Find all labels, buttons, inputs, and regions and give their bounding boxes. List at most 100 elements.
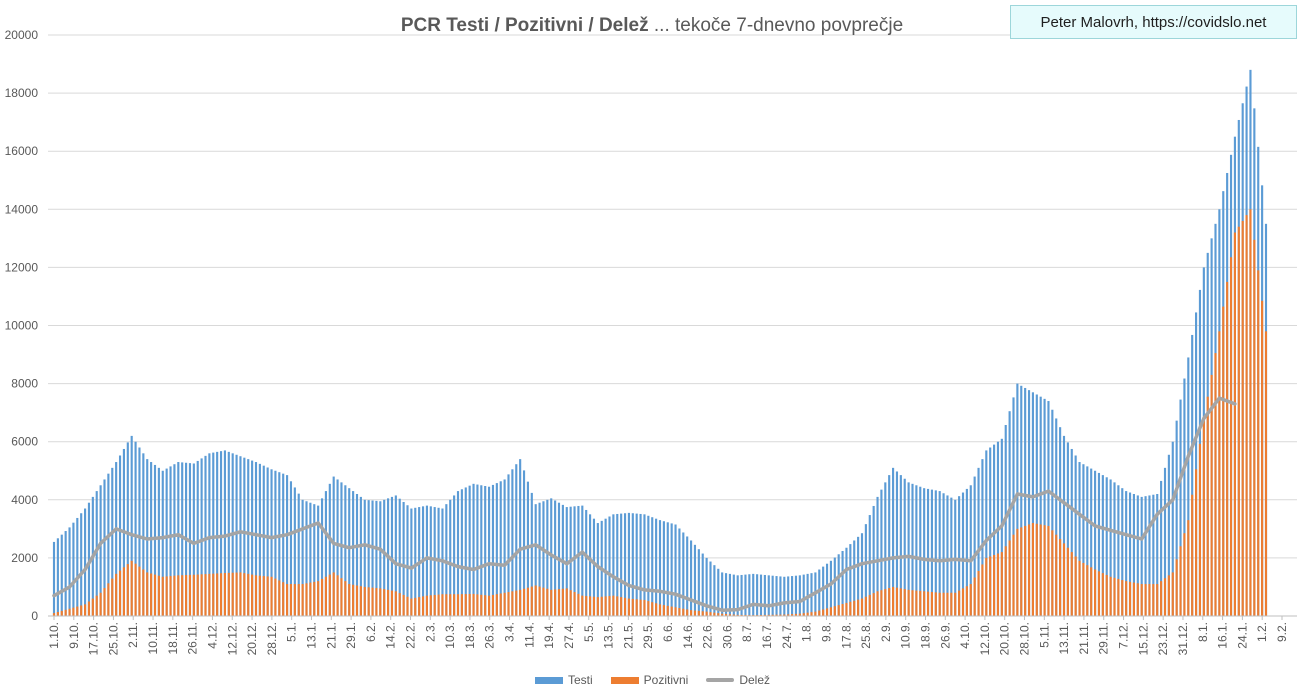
bar-pozitivni <box>1144 584 1147 616</box>
bar-pozitivni <box>348 584 351 616</box>
bar-pozitivni <box>596 597 599 616</box>
x-tick-label: 21.5. <box>621 622 635 649</box>
point-delez <box>534 543 538 547</box>
bar-pozitivni <box>868 594 871 616</box>
y-tick-label: 2000 <box>11 551 38 565</box>
bar-testi <box>495 483 498 616</box>
bar-testi <box>767 575 770 616</box>
point-delez <box>52 594 56 598</box>
bar-testi <box>414 507 417 616</box>
bar-pozitivni <box>981 564 984 616</box>
bar-pozitivni <box>56 612 59 616</box>
point-delez <box>487 562 491 566</box>
bar-testi <box>130 435 133 616</box>
x-tick-label: 20.12. <box>245 622 259 655</box>
bar-testi <box>1090 468 1093 616</box>
bar-pozitivni <box>926 591 930 616</box>
point-delez <box>1000 524 1004 528</box>
bar-testi <box>522 470 526 616</box>
bar-testi <box>1136 495 1139 616</box>
bar-pozitivni <box>631 598 634 616</box>
x-tick-label: 21.11. <box>1077 622 1091 654</box>
bar-pozitivni <box>126 564 129 616</box>
bar-testi <box>352 491 355 616</box>
bar-pozitivni <box>849 601 852 616</box>
bar-testi <box>363 499 366 616</box>
bar-pozitivni <box>1148 584 1151 616</box>
bar-pozitivni <box>573 592 576 616</box>
bar-pozitivni <box>495 594 498 616</box>
bar-testi <box>682 532 685 616</box>
legend-label-pozitivni: Pozitivni <box>643 673 689 687</box>
bar-testi <box>177 462 180 616</box>
bar-pozitivni <box>247 573 250 616</box>
bar-testi <box>80 513 83 616</box>
x-tick-label: 13.11. <box>1057 622 1071 654</box>
bar-pozitivni <box>122 567 125 616</box>
bar-testi <box>1047 401 1050 616</box>
bar-pozitivni <box>185 575 188 616</box>
bar-testi <box>1148 495 1151 616</box>
bar-testi <box>961 492 965 616</box>
x-tick-label: 29.1. <box>344 622 358 649</box>
bar-pozitivni <box>1047 525 1050 616</box>
point-delez <box>316 521 320 525</box>
bar-pozitivni <box>600 596 603 616</box>
bar-pozitivni <box>783 614 786 616</box>
bar-pozitivni <box>418 597 421 616</box>
point-delez <box>1124 533 1128 537</box>
bar-testi <box>798 575 801 616</box>
bar-pozitivni <box>367 587 370 616</box>
bar-pozitivni <box>884 589 887 616</box>
bar-pozitivni <box>437 594 440 616</box>
bar-pozitivni <box>577 593 580 616</box>
bar-testi <box>460 489 463 616</box>
bar-pozitivni <box>965 586 968 616</box>
bar-pozitivni <box>223 573 226 616</box>
point-delez <box>394 562 398 566</box>
bar-pozitivni <box>445 594 448 616</box>
bar-pozitivni <box>1229 257 1233 616</box>
x-tick-label: 29.11. <box>1097 622 1111 654</box>
point-delez <box>145 537 149 541</box>
point-delez <box>1217 396 1221 400</box>
bar-pozitivni <box>165 576 168 616</box>
bar-pozitivni <box>468 593 471 616</box>
bar-testi <box>825 563 829 616</box>
bar-pozitivni <box>1113 577 1116 616</box>
bar-pozitivni <box>328 574 331 616</box>
bar-testi <box>286 475 289 616</box>
x-tick-label: 2.9. <box>879 622 893 642</box>
point-delez <box>1155 512 1159 516</box>
bar-testi <box>651 517 654 616</box>
x-tick-label: 13.5. <box>602 622 616 649</box>
bar-testi <box>919 486 922 616</box>
bar-testi <box>1171 441 1174 616</box>
bar-pozitivni <box>1195 469 1198 616</box>
bar-pozitivni <box>64 609 67 616</box>
bar-pozitivni <box>589 596 592 616</box>
x-tick-label: 24.1. <box>1235 622 1249 649</box>
bar-pozitivni <box>313 581 316 616</box>
x-tick-label: 18.11. <box>166 622 180 654</box>
bar-testi <box>690 540 693 616</box>
bar-pozitivni <box>942 592 945 616</box>
bar-pozitivni <box>938 592 941 616</box>
point-delez <box>425 556 429 560</box>
bar-pozitivni <box>674 607 677 616</box>
bar-testi <box>511 469 514 616</box>
bar-testi <box>1020 385 1023 616</box>
bar-pozitivni <box>499 593 502 616</box>
point-delez <box>1093 524 1097 528</box>
x-tick-label: 10.11. <box>146 622 160 654</box>
point-delez <box>907 554 911 559</box>
bar-testi <box>837 554 840 616</box>
point-delez <box>938 559 942 563</box>
bar-testi <box>899 475 902 616</box>
point-delez <box>813 591 817 595</box>
bar-pozitivni <box>915 590 918 616</box>
bar-testi <box>674 524 677 616</box>
point-delez <box>1015 492 1019 496</box>
bar-testi <box>736 575 739 616</box>
bar-testi <box>169 466 172 616</box>
